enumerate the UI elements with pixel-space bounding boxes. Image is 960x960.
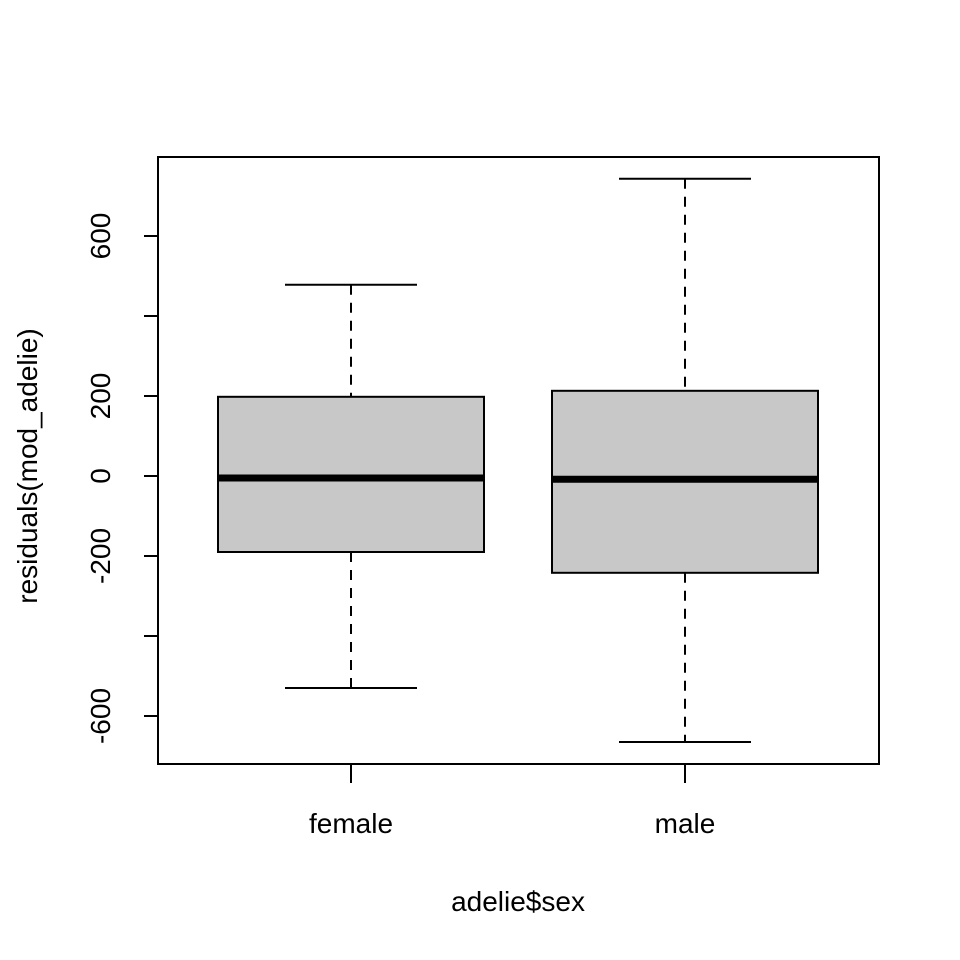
box-male <box>551 177 819 743</box>
y-axis-title: residuals(mod_adelie) <box>12 328 43 603</box>
y-tick-label: 0 <box>85 468 116 484</box>
iqr-box <box>217 395 485 553</box>
x-tick-label: female <box>309 808 393 839</box>
y-axis: -600 -200 0 200 600 <box>85 213 159 744</box>
y-tick-label: 200 <box>85 373 116 420</box>
x-axis-title: adelie$sex <box>451 886 585 917</box>
y-tick-label: -200 <box>85 528 116 584</box>
box-female <box>217 283 485 689</box>
boxes-layer <box>217 177 819 743</box>
y-tick-label: -600 <box>85 688 116 744</box>
x-axis: female male <box>309 764 715 839</box>
x-tick-label: male <box>655 808 716 839</box>
y-tick-label: 600 <box>85 213 116 260</box>
